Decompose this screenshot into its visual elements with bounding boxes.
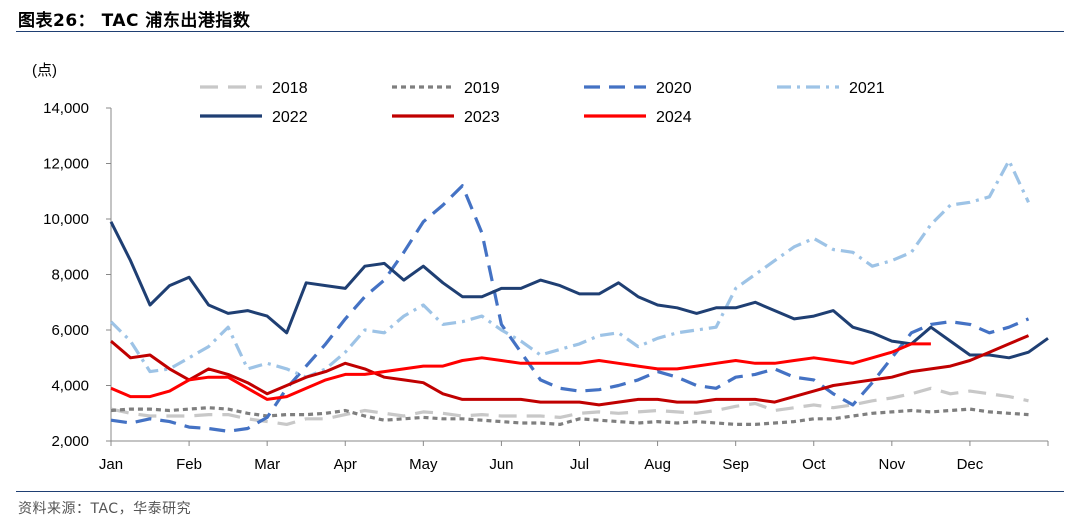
y-tick-label: 12,000 (43, 156, 89, 173)
chart-title: 图表26： TAC 浦东出港指数 (18, 11, 251, 31)
series-line-2018 (110, 386, 1029, 426)
series-line-2024 (110, 342, 931, 401)
legend-label-2024: 2024 (656, 109, 692, 126)
y-axis: 2,000 4,000 6,000 8,000 10,000 12,000 14,000 (43, 100, 112, 450)
y-tick-label: 8,000 (51, 267, 89, 284)
y-unit-label: (点) (32, 62, 57, 79)
legend-label-2021: 2021 (849, 80, 885, 97)
x-tick-label: Jun (489, 456, 513, 473)
series-layer (109, 159, 1049, 433)
x-tick-label: Apr (334, 456, 357, 473)
y-tick-label: 4,000 (51, 378, 89, 395)
x-tick-label: Feb (176, 456, 202, 473)
x-tick-label: Sep (722, 456, 749, 473)
y-tick-label: 2,000 (51, 433, 89, 450)
series-line-2021 (109, 159, 1030, 379)
x-tick-label: Mar (254, 456, 280, 473)
x-tick-label: Oct (802, 456, 826, 473)
series-line-2023 (110, 334, 1030, 407)
bottom-divider (16, 491, 1064, 492)
x-tick-label: Nov (878, 456, 905, 473)
series-line-2020 (110, 184, 1030, 433)
legend: 2018 2019 2020 2021 2022 2023 2024 (200, 80, 885, 126)
x-tick-label: May (409, 456, 438, 473)
x-tick-label: Dec (957, 456, 984, 473)
top-divider (16, 31, 1064, 32)
y-tick-label: 10,000 (43, 211, 89, 228)
x-tick-label: Jan (99, 456, 123, 473)
source-note: 资料来源：TAC，华泰研究 (18, 501, 192, 517)
x-tick-label: Aug (644, 456, 671, 473)
series-line-2019 (110, 406, 1029, 426)
y-tick-label: 6,000 (51, 322, 89, 339)
legend-label-2023: 2023 (464, 109, 500, 126)
x-axis: Jan Feb Mar Apr May Jun Jul Aug Sep Oct Nov Dec (99, 440, 1049, 473)
legend-label-2020: 2020 (656, 80, 692, 97)
legend-label-2019: 2019 (464, 80, 500, 97)
y-tick-label: 14,000 (43, 100, 89, 117)
series-line-2022 (109, 221, 1049, 360)
legend-label-2022: 2022 (272, 109, 308, 126)
x-tick-label: Jul (570, 456, 589, 473)
legend-label-2018: 2018 (272, 80, 308, 97)
